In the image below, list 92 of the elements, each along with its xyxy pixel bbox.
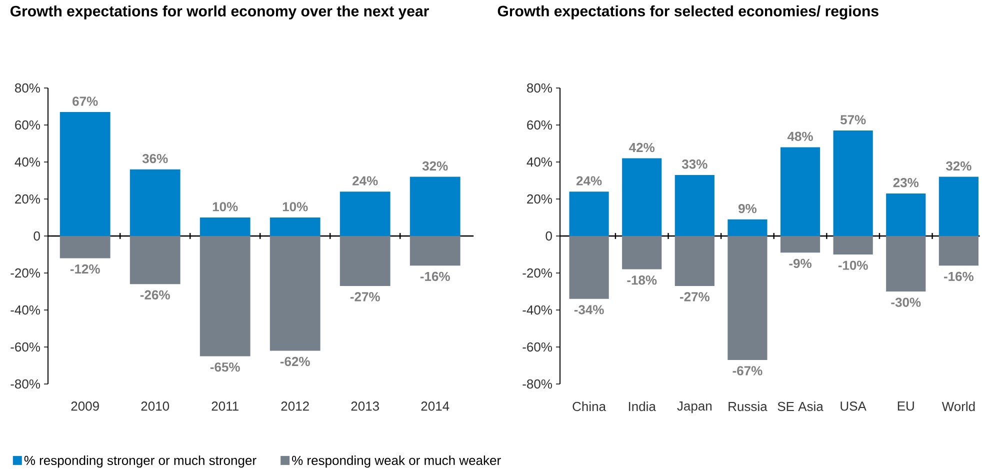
data-label: 9%	[738, 204, 757, 214]
bar	[410, 176, 460, 236]
data-label: 48%	[787, 132, 813, 141]
y-tick-label: 20%	[527, 194, 552, 204]
x-tick-label: India	[628, 402, 656, 412]
y-tick-label: -80%	[522, 379, 552, 389]
data-label: -34%	[574, 305, 604, 314]
data-label: 10%	[212, 202, 238, 212]
data-label: -16%	[944, 272, 974, 282]
bar	[410, 236, 460, 266]
chart-title: Growth expectations for selected economies/ regions	[498, 5, 878, 20]
bar	[60, 112, 110, 236]
data-label: -18%	[627, 275, 657, 285]
x-tick-label: 2013	[351, 402, 379, 411]
bar	[130, 236, 180, 284]
y-tick-label: -20%	[522, 268, 552, 278]
x-tick-label: 2014	[421, 402, 450, 411]
data-label: -30%	[891, 298, 921, 307]
x-tick-label: 2010	[141, 402, 170, 411]
data-label: 57%	[840, 115, 866, 124]
x-tick-label: Russia	[728, 402, 768, 412]
data-label: 23%	[893, 178, 919, 188]
data-label: 24%	[352, 176, 378, 186]
y-tick-label: 80%	[15, 83, 40, 93]
data-label: 32%	[422, 161, 448, 171]
y-tick-label: 40%	[526, 157, 552, 167]
y-tick-label: -80%	[10, 379, 40, 389]
bar	[130, 169, 180, 236]
y-tick-label: -40%	[522, 305, 552, 315]
bar	[728, 219, 768, 236]
y-tick-label: -60%	[522, 342, 552, 352]
bar	[728, 236, 768, 360]
x-tick-label: World	[942, 402, 975, 412]
bar	[780, 236, 820, 253]
data-label: 36%	[142, 154, 168, 164]
x-tick-label: SE Asia	[778, 402, 824, 412]
bar	[938, 176, 978, 236]
x-tick-label: 2009	[71, 402, 99, 411]
bar	[340, 192, 390, 236]
bar	[200, 236, 250, 356]
data-label: -62%	[280, 356, 310, 366]
y-tick-label: 0	[34, 231, 40, 241]
bar	[270, 236, 320, 351]
y-tick-label: 20%	[15, 194, 40, 204]
data-label: -27%	[350, 292, 380, 302]
x-tick-label: 2012	[281, 402, 309, 411]
bar	[340, 236, 390, 286]
bar	[569, 236, 609, 299]
y-tick-label: 0	[546, 231, 552, 241]
bar	[780, 147, 820, 236]
chart-title: Growth expectations for world economy over the next year	[10, 5, 429, 20]
bar	[200, 218, 250, 236]
data-label: -10%	[838, 260, 868, 270]
data-label: 24%	[576, 176, 602, 186]
bar	[833, 130, 873, 236]
bar	[60, 236, 110, 258]
bar	[886, 193, 926, 236]
bar	[569, 192, 609, 236]
y-tick-label: 60%	[527, 120, 552, 130]
data-label: -12%	[70, 264, 100, 274]
bar	[886, 236, 926, 292]
legend-label: % responding stronger or much stronger	[24, 455, 256, 468]
bar	[622, 236, 662, 270]
data-label: 42%	[629, 142, 655, 152]
data-label: -26%	[140, 290, 170, 300]
x-tick-label: EU	[898, 402, 914, 411]
bar	[674, 236, 714, 286]
bar	[674, 174, 714, 236]
y-tick-label: 80%	[527, 83, 552, 93]
data-label: 10%	[282, 202, 308, 212]
data-label: -27%	[680, 292, 710, 302]
data-label: -16%	[420, 272, 450, 282]
x-tick-label: Japan	[677, 402, 712, 414]
y-tick-label: 60%	[15, 120, 40, 130]
data-label: 32%	[946, 161, 972, 171]
data-label: -9%	[789, 258, 812, 268]
y-tick-label: -20%	[10, 268, 40, 278]
data-label: 33%	[682, 160, 708, 169]
bar	[622, 158, 662, 236]
y-tick-label: -60%	[10, 342, 40, 352]
y-tick-label: 40%	[14, 157, 40, 167]
x-tick-label: USA	[840, 402, 866, 411]
data-label: -67%	[732, 366, 762, 376]
bar	[833, 236, 873, 254]
data-label: 67%	[72, 96, 98, 106]
x-tick-label: China	[572, 402, 606, 412]
bar	[270, 218, 320, 236]
y-tick-label: -40%	[10, 305, 40, 315]
bar	[938, 236, 978, 266]
legend-label: % responding weak or much weaker	[292, 455, 501, 468]
x-tick-label: 2011	[212, 402, 238, 411]
data-label: -65%	[210, 362, 240, 372]
